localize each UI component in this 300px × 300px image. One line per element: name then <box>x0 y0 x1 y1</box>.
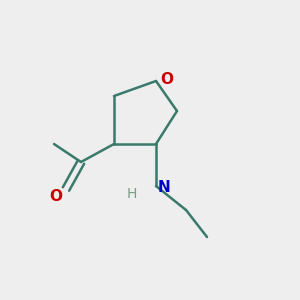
Text: O: O <box>49 189 62 204</box>
Text: N: N <box>158 180 170 195</box>
Text: H: H <box>126 187 136 200</box>
Text: O: O <box>160 72 173 87</box>
